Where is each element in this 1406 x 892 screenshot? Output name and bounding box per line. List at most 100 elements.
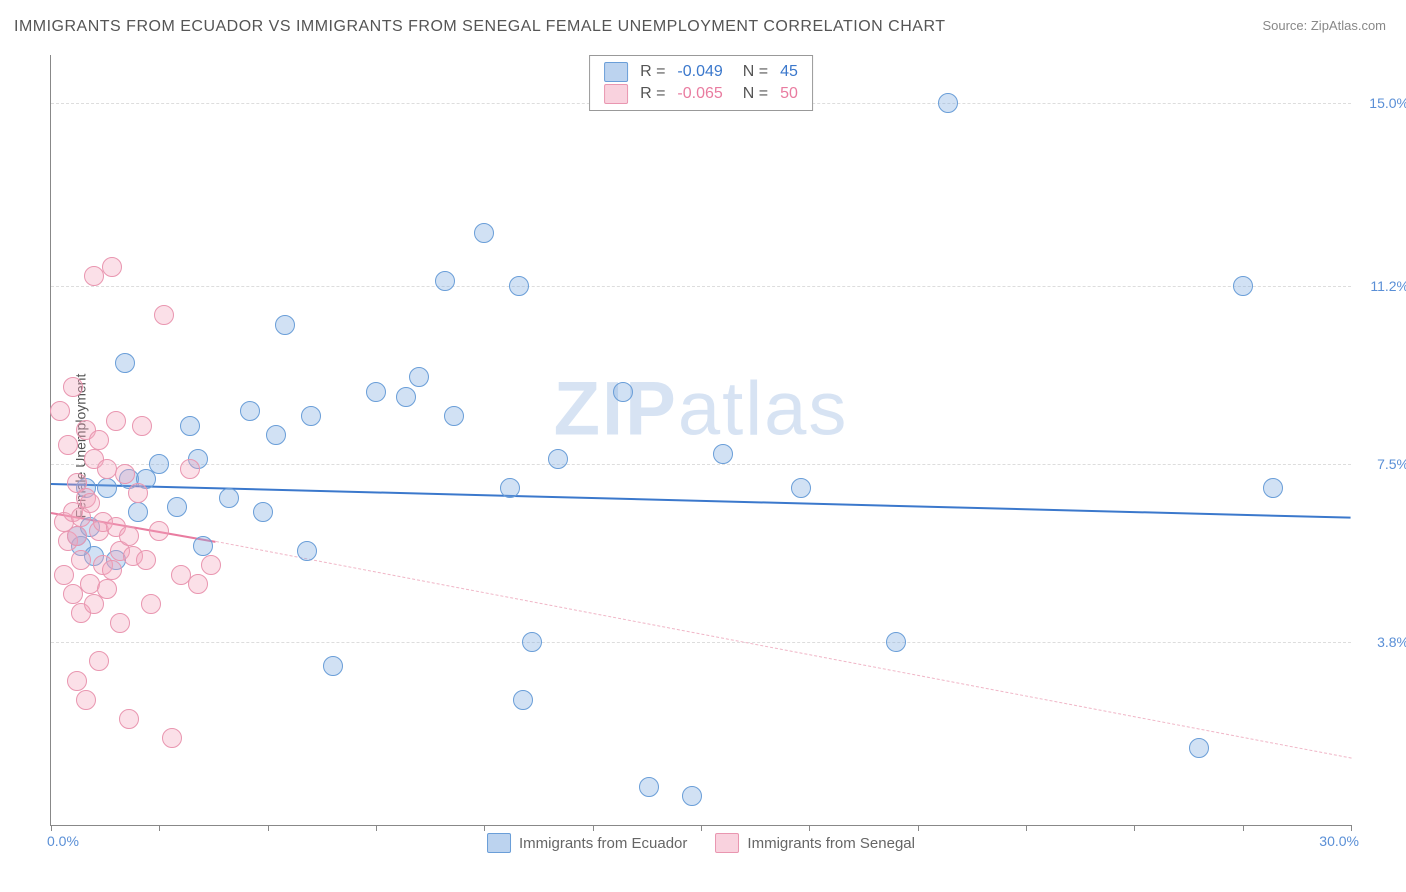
ecuador-point [193, 536, 213, 556]
x-tick [593, 825, 594, 831]
r-label: R = [640, 85, 665, 103]
legend-swatch [604, 62, 628, 82]
ecuador-point [435, 271, 455, 291]
r-label: R = [640, 63, 665, 81]
y-tick-label: 15.0% [1369, 95, 1406, 111]
ecuador-point [613, 382, 633, 402]
senegal-point [89, 651, 109, 671]
senegal-point [67, 526, 87, 546]
ecuador-point [366, 382, 386, 402]
ecuador-point [1233, 276, 1253, 296]
senegal-point [97, 579, 117, 599]
watermark: ZIPatlas [554, 366, 849, 453]
ecuador-point [275, 315, 295, 335]
gridline [51, 286, 1351, 287]
source-attribution: Source: ZipAtlas.com [1262, 18, 1386, 33]
ecuador-point [513, 690, 533, 710]
x-tick [159, 825, 160, 831]
ecuador-point [1189, 738, 1209, 758]
senegal-point [132, 416, 152, 436]
legend-stat-row: R = -0.065 N = 50 [604, 84, 798, 104]
ecuador-point [149, 454, 169, 474]
ecuador-point [180, 416, 200, 436]
ecuador-point [682, 786, 702, 806]
legend-series: Immigrants from Ecuador Immigrants from S… [487, 833, 915, 853]
ecuador-point [240, 401, 260, 421]
ecuador-point [115, 353, 135, 373]
senegal-point [141, 594, 161, 614]
x-tick [809, 825, 810, 831]
x-tick [1243, 825, 1244, 831]
senegal-point [54, 565, 74, 585]
r-value: -0.065 [677, 85, 722, 103]
ecuador-point [509, 276, 529, 296]
trend-line [51, 483, 1351, 519]
ecuador-point [323, 656, 343, 676]
x-tick [268, 825, 269, 831]
x-axis-min: 0.0% [47, 833, 79, 849]
ecuador-point [474, 223, 494, 243]
legend-stat-row: R = -0.049 N = 45 [604, 62, 798, 82]
ecuador-point [97, 478, 117, 498]
ecuador-point [713, 444, 733, 464]
ecuador-point [548, 449, 568, 469]
trend-line [216, 541, 1352, 759]
n-value: 50 [780, 85, 798, 103]
legend-swatch [715, 833, 739, 853]
senegal-point [110, 613, 130, 633]
senegal-point [188, 574, 208, 594]
y-tick-label: 7.5% [1377, 456, 1406, 472]
senegal-point [63, 377, 83, 397]
legend-swatch [604, 84, 628, 104]
r-value: -0.049 [677, 63, 722, 81]
gridline [51, 464, 1351, 465]
x-tick [376, 825, 377, 831]
legend-label: Immigrants from Senegal [747, 835, 915, 852]
ecuador-point [297, 541, 317, 561]
ecuador-point [301, 406, 321, 426]
senegal-point [102, 560, 122, 580]
legend-label: Immigrants from Ecuador [519, 835, 687, 852]
x-tick [484, 825, 485, 831]
legend-item: Immigrants from Ecuador [487, 833, 687, 853]
ecuador-point [791, 478, 811, 498]
n-label: N = [743, 63, 768, 81]
senegal-point [119, 709, 139, 729]
legend-swatch [487, 833, 511, 853]
n-label: N = [743, 85, 768, 103]
senegal-point [106, 411, 126, 431]
x-tick [918, 825, 919, 831]
senegal-point [201, 555, 221, 575]
senegal-point [71, 550, 91, 570]
senegal-point [50, 401, 70, 421]
watermark-rest: atlas [678, 367, 849, 452]
x-tick [1026, 825, 1027, 831]
watermark-bold: ZIP [554, 367, 678, 452]
senegal-point [67, 671, 87, 691]
y-tick-label: 11.2% [1370, 278, 1406, 294]
senegal-point [136, 550, 156, 570]
x-tick [1134, 825, 1135, 831]
ecuador-point [167, 497, 187, 517]
senegal-point [180, 459, 200, 479]
ecuador-point [522, 632, 542, 652]
senegal-point [128, 483, 148, 503]
plot-area: R =-0.049N =45R =-0.065N =50 ZIPatlas 0.… [50, 55, 1351, 826]
senegal-point [89, 430, 109, 450]
chart-title: IMMIGRANTS FROM ECUADOR VS IMMIGRANTS FR… [14, 18, 946, 36]
ecuador-point [219, 488, 239, 508]
x-tick [51, 825, 52, 831]
senegal-point [149, 521, 169, 541]
senegal-point [58, 435, 78, 455]
ecuador-point [886, 632, 906, 652]
n-value: 45 [780, 63, 798, 81]
ecuador-point [128, 502, 148, 522]
senegal-point [119, 526, 139, 546]
x-axis-max: 30.0% [1319, 833, 1359, 849]
x-tick [1351, 825, 1352, 831]
ecuador-point [253, 502, 273, 522]
senegal-point [154, 305, 174, 325]
ecuador-point [938, 93, 958, 113]
gridline [51, 642, 1351, 643]
ecuador-point [639, 777, 659, 797]
